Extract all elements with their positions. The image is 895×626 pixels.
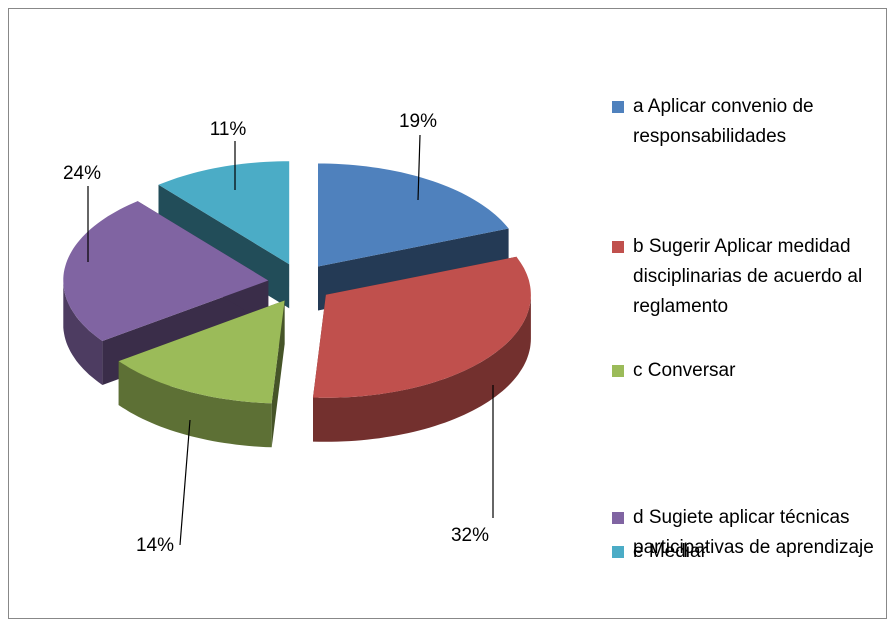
legend-swatch xyxy=(612,546,624,558)
pie xyxy=(63,161,531,448)
legend-label: e Mediar xyxy=(633,541,707,562)
pie-slice xyxy=(118,300,285,448)
legend-swatch xyxy=(612,241,624,253)
legend-swatch xyxy=(612,365,624,377)
legend-entry: c Conversar xyxy=(612,356,882,386)
data-label: 11% xyxy=(210,119,247,140)
slice-side xyxy=(63,280,103,385)
legend-swatch xyxy=(612,101,624,113)
legend-entry: e Mediar xyxy=(612,537,882,567)
legend-label: c Conversar xyxy=(633,360,736,381)
slice-top xyxy=(63,201,269,341)
data-label: 19% xyxy=(399,111,437,132)
legend-label: d Sugiete aplicar técnicas participativa… xyxy=(633,507,874,558)
data-label: 24% xyxy=(63,163,101,184)
slice-top xyxy=(118,300,285,404)
legend-entry: d Sugiete aplicar técnicas participativa… xyxy=(612,503,882,563)
legend-swatch xyxy=(612,512,624,524)
leader-line xyxy=(417,134,421,201)
legend-entry: b Sugerir Aplicar medidad disciplinarias… xyxy=(612,232,882,322)
legend-label: a Aplicar convenio de responsabilidades xyxy=(633,96,814,147)
slice-side xyxy=(118,361,272,448)
slice-top xyxy=(318,163,509,267)
legend-label: b Sugerir Aplicar medidad disciplinarias… xyxy=(633,236,863,317)
slice-top xyxy=(158,161,290,265)
data-label: 32% xyxy=(451,525,489,546)
data-label: 14% xyxy=(136,535,174,556)
legend-entry: a Aplicar convenio de responsabilidades xyxy=(612,92,882,152)
leader-line xyxy=(179,419,191,546)
slice-side xyxy=(313,294,531,442)
slice-top xyxy=(313,256,531,398)
pie-slice xyxy=(313,256,531,442)
